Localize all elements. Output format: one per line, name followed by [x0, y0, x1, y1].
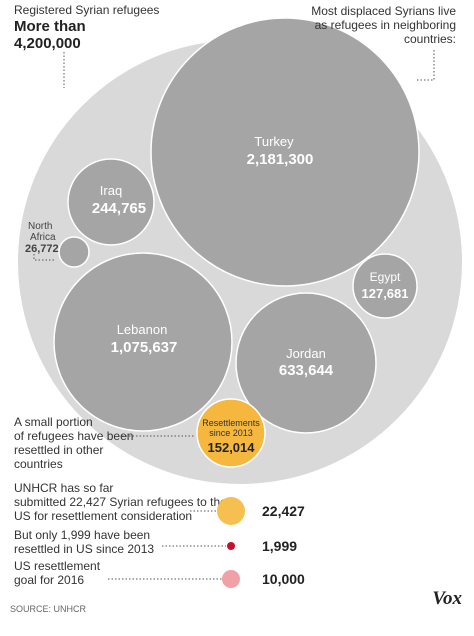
bubble-jordan	[235, 292, 377, 434]
label-north-africa-line2: Africa	[30, 232, 56, 243]
label-egypt: Egypt	[370, 270, 401, 284]
us-row2-value: 1,999	[262, 538, 297, 554]
resettlement-label-1: Resettlements	[202, 418, 260, 428]
value-turkey: 2,181,300	[247, 151, 314, 168]
resettlements-bubble	[196, 398, 266, 468]
neighbor-note-3: countries:	[404, 32, 456, 46]
total-value: 4,200,000	[14, 35, 81, 52]
us-resettled-bubble	[227, 542, 235, 550]
total-label: Registered Syrian refugees	[14, 3, 159, 17]
resettlement-value: 152,014	[208, 440, 256, 455]
value-iraq: 244,765	[92, 200, 146, 217]
us-goal-bubble	[222, 570, 240, 588]
label-north-africa: North	[28, 221, 52, 232]
label-lebanon: Lebanon	[117, 322, 168, 337]
bubble-iraq	[67, 158, 155, 246]
resettle-note-1: A small portion	[14, 415, 93, 429]
us-row1-line3: US for resettlement consideration	[14, 509, 192, 523]
us-row3-value: 10,000	[262, 571, 305, 587]
neighbor-note-2: as refugees in neighboring	[315, 18, 456, 32]
resettle-note-3: resettled in other	[14, 443, 103, 457]
bubble-egypt	[352, 253, 418, 319]
value-egypt: 127,681	[362, 286, 409, 301]
label-jordan: Jordan	[286, 346, 326, 361]
neighbor-note-1: Most displaced Syrians live	[311, 4, 456, 18]
source-note: SOURCE: UNHCR	[10, 604, 87, 614]
us-row1-line1: UNHCR has so far	[14, 481, 113, 495]
value-north-africa: 26,772	[25, 243, 59, 255]
us-row2-line2: resettled in US since 2013	[14, 542, 154, 556]
country-bubbles	[53, 17, 420, 434]
label-iraq: Iraq	[100, 183, 122, 198]
us-submitted-bubble	[217, 497, 245, 525]
resettlement-label-2: since 2013	[209, 428, 253, 438]
bubble-north-africa	[58, 236, 90, 268]
resettle-note-4: countries	[14, 457, 63, 471]
total-more-than: More than	[14, 18, 86, 35]
neighbor-leader	[416, 50, 435, 81]
value-jordan: 633,644	[279, 362, 334, 379]
bubble-lebanon	[53, 252, 233, 432]
us-row3-line2: goal for 2016	[14, 573, 84, 587]
vox-logo: Vox	[432, 588, 462, 609]
us-row1-value: 22,427	[262, 503, 305, 519]
us-row3-line1: US resettlement	[14, 559, 101, 573]
bubble-turkey	[150, 17, 420, 287]
resettle-note-2: of refugees have been	[14, 429, 133, 443]
us-row1-line2: submitted 22,427 Syrian refugees to the	[14, 495, 227, 509]
us-row2-line1: But only 1,999 have been	[14, 528, 150, 542]
value-lebanon: 1,075,637	[111, 339, 178, 356]
label-turkey: Turkey	[254, 134, 294, 149]
